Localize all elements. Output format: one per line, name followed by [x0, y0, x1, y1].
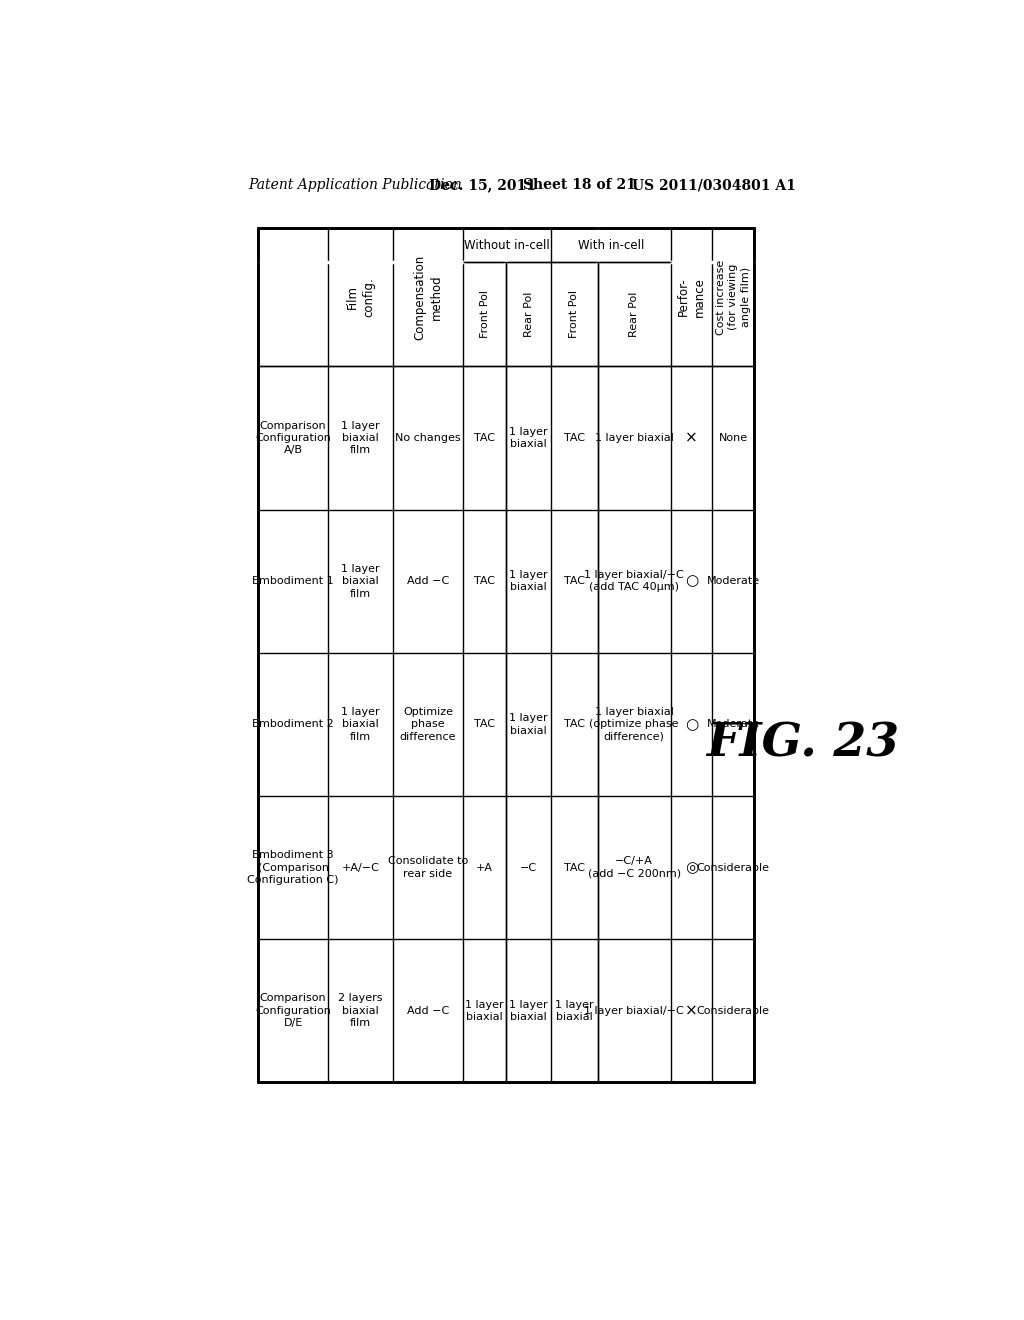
Text: Consolidate to
rear side: Consolidate to rear side — [388, 857, 468, 879]
Text: FIG. 23: FIG. 23 — [706, 721, 899, 767]
Text: Moderate: Moderate — [707, 719, 760, 730]
Text: Front Pol: Front Pol — [569, 290, 580, 338]
Text: Comparison
Configuration
D/E: Comparison Configuration D/E — [255, 994, 331, 1028]
Text: +A: +A — [476, 862, 493, 873]
Text: 1 layer
biaxial: 1 layer biaxial — [465, 999, 504, 1022]
Text: With in-cell: With in-cell — [578, 239, 644, 252]
Text: Embodiment 2: Embodiment 2 — [252, 719, 334, 730]
Text: 1 layer biaxial
(optimize phase
difference): 1 layer biaxial (optimize phase differen… — [590, 708, 679, 742]
Text: Sheet 18 of 21: Sheet 18 of 21 — [523, 178, 636, 193]
Text: TAC: TAC — [474, 433, 495, 444]
Text: Considerable: Considerable — [696, 1006, 770, 1016]
Text: ○: ○ — [685, 574, 698, 589]
Text: 1 layer biaxial/−C
(add TAC 40μm): 1 layer biaxial/−C (add TAC 40μm) — [585, 570, 684, 593]
Text: TAC: TAC — [564, 862, 585, 873]
Text: Embodiment 1: Embodiment 1 — [252, 576, 334, 586]
Text: TAC: TAC — [564, 576, 585, 586]
Text: ×: × — [685, 1003, 697, 1018]
Text: Compensation
method: Compensation method — [414, 255, 442, 339]
Text: Rear Pol: Rear Pol — [629, 292, 639, 337]
Text: ○: ○ — [685, 717, 698, 731]
Text: TAC: TAC — [474, 719, 495, 730]
Text: +A/−C: +A/−C — [342, 862, 380, 873]
Text: Optimize
phase
difference: Optimize phase difference — [399, 708, 456, 742]
Text: None: None — [719, 433, 748, 444]
Text: 1 layer
biaxial: 1 layer biaxial — [509, 713, 548, 735]
Text: Patent Application Publication: Patent Application Publication — [248, 178, 462, 193]
Text: Dec. 15, 2011: Dec. 15, 2011 — [429, 178, 536, 193]
Text: 1 layer biaxial: 1 layer biaxial — [595, 433, 674, 444]
Text: No changes: No changes — [395, 433, 461, 444]
Text: TAC: TAC — [564, 719, 585, 730]
Text: TAC: TAC — [474, 576, 495, 586]
Text: 1 layer biaxial/−C: 1 layer biaxial/−C — [585, 1006, 684, 1016]
Text: Comparison
Configuration
A/B: Comparison Configuration A/B — [255, 421, 331, 455]
Text: Embodiment 3
(Comparison
Configuration C): Embodiment 3 (Comparison Configuration C… — [248, 850, 339, 884]
Text: ◎: ◎ — [685, 861, 698, 875]
Text: Without in-cell: Without in-cell — [464, 239, 550, 252]
Text: Rear Pol: Rear Pol — [523, 292, 534, 337]
Text: −C: −C — [520, 862, 538, 873]
Text: TAC: TAC — [564, 433, 585, 444]
Text: 1 layer
biaxial: 1 layer biaxial — [555, 999, 594, 1022]
Text: Add −C: Add −C — [407, 1006, 450, 1016]
Text: Moderate: Moderate — [707, 576, 760, 586]
Text: −C/+A
(add −C 200nm): −C/+A (add −C 200nm) — [588, 857, 681, 879]
Text: Film
config.: Film config. — [346, 277, 375, 317]
Text: 1 layer
biaxial: 1 layer biaxial — [509, 999, 548, 1022]
Text: Cost increase
(for viewing
angle film): Cost increase (for viewing angle film) — [716, 259, 751, 335]
Text: ×: × — [685, 430, 697, 445]
Text: 1 layer
biaxial
film: 1 layer biaxial film — [341, 564, 380, 598]
Text: 1 layer
biaxial: 1 layer biaxial — [509, 570, 548, 593]
Text: Front Pol: Front Pol — [479, 290, 489, 338]
Text: 1 layer
biaxial
film: 1 layer biaxial film — [341, 421, 380, 455]
Text: 2 layers
biaxial
film: 2 layers biaxial film — [338, 994, 383, 1028]
Text: Add −C: Add −C — [407, 576, 450, 586]
Text: 1 layer
biaxial: 1 layer biaxial — [509, 426, 548, 449]
Text: 1 layer
biaxial
film: 1 layer biaxial film — [341, 708, 380, 742]
Text: US 2011/0304801 A1: US 2011/0304801 A1 — [632, 178, 796, 193]
Text: Considerable: Considerable — [696, 862, 770, 873]
Bar — [258, 227, 755, 1082]
Text: Perfor-
mance: Perfor- mance — [677, 277, 706, 317]
